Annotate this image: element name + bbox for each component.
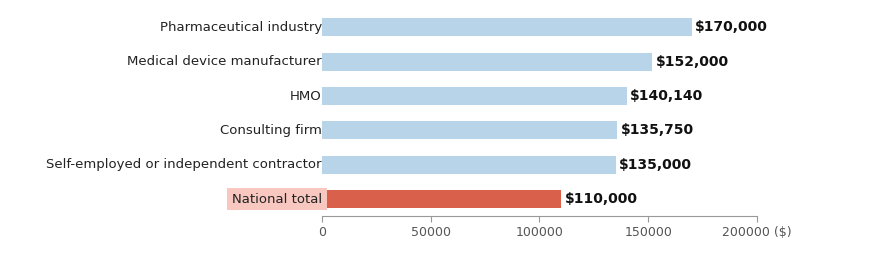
Text: Self-employed or independent contractor: Self-employed or independent contractor <box>46 158 322 171</box>
Bar <box>322 87 626 105</box>
Text: Consulting firm: Consulting firm <box>220 124 322 137</box>
Text: $110,000: $110,000 <box>564 192 637 206</box>
Text: $170,000: $170,000 <box>694 20 767 34</box>
Text: $135,750: $135,750 <box>620 124 693 137</box>
Text: $152,000: $152,000 <box>655 55 728 69</box>
Text: HMO: HMO <box>290 89 322 102</box>
Bar <box>322 190 561 208</box>
Bar <box>322 53 652 71</box>
Text: National total: National total <box>231 193 322 206</box>
Text: Pharmaceutical industry: Pharmaceutical industry <box>160 21 322 34</box>
Bar <box>322 122 616 139</box>
Text: Medical device manufacturer: Medical device manufacturer <box>127 55 322 68</box>
Bar <box>322 156 615 174</box>
Bar <box>322 18 691 36</box>
Text: $135,000: $135,000 <box>618 158 691 172</box>
Text: $140,140: $140,140 <box>629 89 702 103</box>
